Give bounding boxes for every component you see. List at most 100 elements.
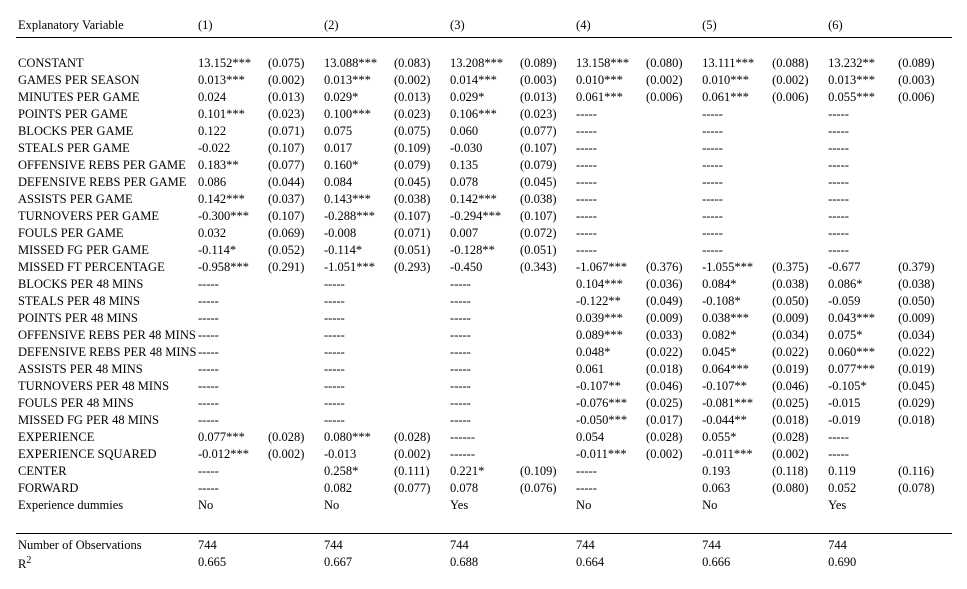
footer-value: 0.688: [448, 554, 574, 573]
coef-dash: -----: [322, 378, 392, 395]
coef-dash: -----: [196, 412, 266, 429]
variable-label: TURNOVERS PER 48 MINS: [16, 378, 196, 395]
se: (0.002): [770, 72, 826, 89]
model-header-1: (1): [196, 16, 322, 38]
footer-value: 744: [448, 534, 574, 555]
footer-value: 744: [574, 534, 700, 555]
coef: 0.061***: [574, 89, 644, 106]
coef-dash: -----: [448, 327, 518, 344]
se: (0.022): [896, 344, 952, 361]
se: (0.028): [644, 429, 700, 446]
se: (0.077): [266, 157, 322, 174]
coef-dash: -----: [196, 480, 266, 497]
coef-dash: -----: [196, 463, 266, 480]
coef-dash: -----: [448, 344, 518, 361]
se: (0.003): [896, 72, 952, 89]
coef-dash: -----: [196, 276, 266, 293]
se: (0.002): [644, 72, 700, 89]
table-row: MISSED FT PERCENTAGE-0.958***(0.291)-1.0…: [16, 259, 952, 276]
coef: -0.450: [448, 259, 518, 276]
coef: 0.017: [322, 140, 392, 157]
coef-dash: -----: [196, 361, 266, 378]
coef: -0.011***: [700, 446, 770, 463]
se: (0.080): [644, 55, 700, 72]
table-row: POINTS PER 48 MINS---------------0.039**…: [16, 310, 952, 327]
coef-dash: -----: [448, 412, 518, 429]
variable-label: FORWARD: [16, 480, 196, 497]
header-label: Explanatory Variable: [16, 16, 196, 38]
se: (0.293): [392, 259, 448, 276]
coef: 0.029*: [322, 89, 392, 106]
coef: 0.160*: [322, 157, 392, 174]
se: (0.116): [896, 463, 952, 480]
table-row: STEALS PER 48 MINS----------------0.122*…: [16, 293, 952, 310]
se: (0.109): [518, 463, 574, 480]
se: (0.079): [518, 157, 574, 174]
variable-label: POINTS PER GAME: [16, 106, 196, 123]
coef-dash: -----: [322, 293, 392, 310]
table-row: MISSED FG PER 48 MINS----------------0.0…: [16, 412, 952, 429]
coef: 0.142***: [196, 191, 266, 208]
coef-dash: -----: [700, 140, 770, 157]
coef-dash: -----: [196, 327, 266, 344]
table-row: BLOCKS PER 48 MINS---------------0.104**…: [16, 276, 952, 293]
coef: 0.077***: [826, 361, 896, 378]
se: (0.071): [266, 123, 322, 140]
se: (0.013): [518, 89, 574, 106]
coef-dash: -----: [196, 293, 266, 310]
variable-label: TURNOVERS PER GAME: [16, 208, 196, 225]
coef: 0.082: [322, 480, 392, 497]
variable-label: STEALS PER 48 MINS: [16, 293, 196, 310]
se: [392, 497, 448, 514]
se: (0.006): [644, 89, 700, 106]
footer-value: 0.665: [196, 554, 322, 573]
se: (0.051): [392, 242, 448, 259]
coef: -0.081***: [700, 395, 770, 412]
coef-dash: -----: [826, 446, 896, 463]
se: (0.028): [392, 429, 448, 446]
coef: 0.060***: [826, 344, 896, 361]
coef-dash: -----: [196, 378, 266, 395]
footer-value: 744: [322, 534, 448, 555]
coef-dash: -----: [196, 344, 266, 361]
se: (0.052): [266, 242, 322, 259]
se: (0.019): [770, 361, 826, 378]
model-header-2: (2): [322, 16, 448, 38]
se: (0.050): [896, 293, 952, 310]
coef: 0.086: [196, 174, 266, 191]
coef-dash: -----: [448, 276, 518, 293]
variable-label: BLOCKS PER 48 MINS: [16, 276, 196, 293]
model-header-6: (6): [826, 16, 952, 38]
se: (0.072): [518, 225, 574, 242]
table-row: POINTS PER GAME0.101***(0.023)0.100***(0…: [16, 106, 952, 123]
coef-dash: -----: [826, 157, 896, 174]
se: (0.107): [518, 140, 574, 157]
se: (0.046): [770, 378, 826, 395]
se: (0.038): [896, 276, 952, 293]
table-row: DEFENSIVE REBS PER GAME0.086(0.044)0.084…: [16, 174, 952, 191]
se: (0.025): [770, 395, 826, 412]
coef: ------: [448, 429, 518, 446]
coef: 0.064***: [700, 361, 770, 378]
se: (0.023): [392, 106, 448, 123]
se: (0.107): [392, 208, 448, 225]
table-row: MINUTES PER GAME0.024(0.013)0.029*(0.013…: [16, 89, 952, 106]
variable-label: MISSED FG PER 48 MINS: [16, 412, 196, 429]
se: (0.118): [770, 463, 826, 480]
coef: 0.039***: [574, 310, 644, 327]
coef-dash: -----: [322, 327, 392, 344]
se: (0.045): [896, 378, 952, 395]
coef: -0.050***: [574, 412, 644, 429]
variable-label: Experience dummies: [16, 497, 196, 514]
se: (0.078): [896, 480, 952, 497]
coef: 0.061***: [700, 89, 770, 106]
se: (0.029): [896, 395, 952, 412]
coef-dash: -----: [448, 395, 518, 412]
coef: 0.084*: [700, 276, 770, 293]
se: (0.002): [392, 446, 448, 463]
coef: -0.114*: [196, 242, 266, 259]
se: (0.080): [770, 480, 826, 497]
se: (0.002): [644, 446, 700, 463]
coef: -0.300***: [196, 208, 266, 225]
se: (0.018): [770, 412, 826, 429]
